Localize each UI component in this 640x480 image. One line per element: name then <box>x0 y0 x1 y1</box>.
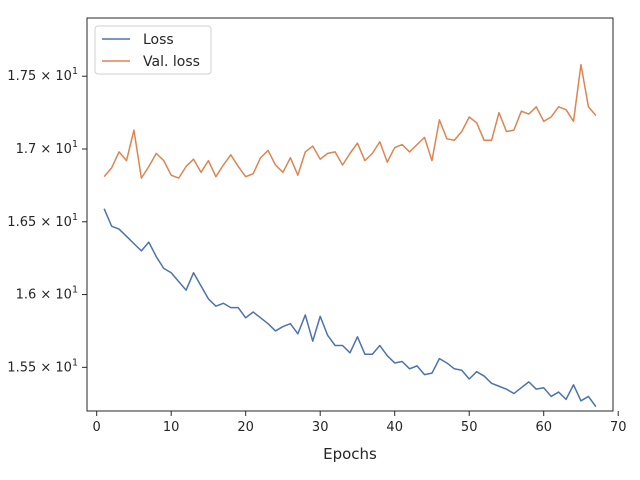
x-tick-label: 10 <box>163 420 180 435</box>
legend-label-val-loss: Val. loss <box>143 54 200 70</box>
legend: Loss Val. loss <box>94 25 212 75</box>
y-tick-label: 1.6 × 101 <box>16 285 78 303</box>
x-tick-label: 50 <box>461 420 478 435</box>
series-line-loss <box>103 208 597 408</box>
x-axis-ticks: 0 10 20 30 40 50 60 70 <box>93 411 627 435</box>
x-tick-label: 40 <box>386 420 403 435</box>
y-tick-label: 1.75 × 101 <box>7 66 78 84</box>
x-tick-label: 20 <box>237 420 254 435</box>
y-tick-label: 1.65 × 101 <box>7 212 78 230</box>
y-tick-label: 1.7 × 101 <box>16 139 78 157</box>
x-tick-label: 0 <box>93 420 101 435</box>
y-axis-ticks: 1.55 × 101 1.6 × 101 1.65 × 101 1.7 × 101 1.… <box>7 66 87 375</box>
x-tick-label: 30 <box>312 420 329 435</box>
x-tick-label: 70 <box>610 420 627 435</box>
x-axis-label: Epochs <box>323 445 377 463</box>
legend-box <box>94 25 212 75</box>
y-tick-label: 1.55 × 101 <box>7 357 78 375</box>
plot-frame <box>86 17 614 412</box>
x-tick-label: 60 <box>535 420 552 435</box>
series-layer <box>103 63 597 408</box>
legend-label-loss: Loss <box>143 32 174 48</box>
plot-background <box>87 18 613 411</box>
series-line-val-loss <box>103 63 597 179</box>
